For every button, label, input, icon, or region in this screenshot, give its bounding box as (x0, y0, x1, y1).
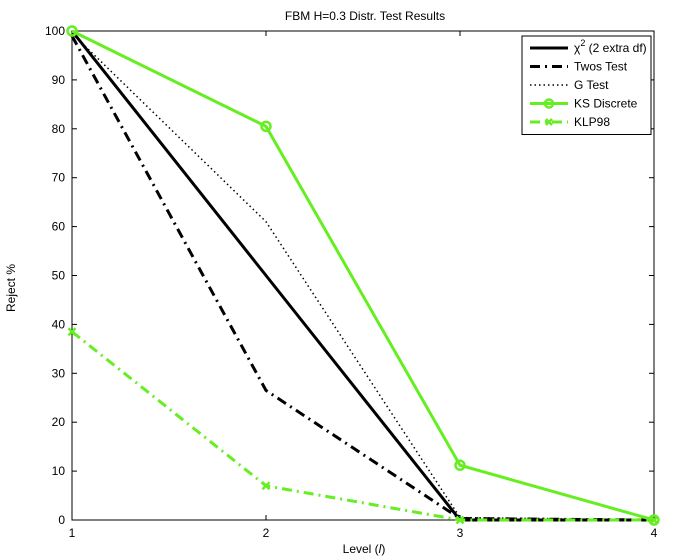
legend-item: KS Discrete (530, 97, 638, 111)
legend-label: KLP98 (574, 115, 610, 129)
series-line (71, 32, 655, 521)
y-tick-label: 60 (52, 220, 66, 234)
data-point (454, 459, 466, 471)
x-tick-label: 3 (457, 526, 464, 540)
y-tick-label: 40 (52, 317, 66, 331)
data-point (67, 327, 77, 337)
legend-marker (545, 118, 553, 126)
chart-title: FBM H=0.3 Distr. Test Results (285, 9, 445, 23)
y-axis-title: Reject % (4, 264, 18, 312)
y-tick-label: 90 (52, 73, 66, 87)
x-tick-label: 4 (651, 526, 658, 540)
series-line (71, 29, 655, 522)
y-tick-label: 70 (52, 171, 66, 185)
data-point (455, 515, 465, 525)
legend-marker (543, 98, 555, 109)
legend-label: KS Discrete (574, 97, 638, 111)
data-point (66, 25, 78, 37)
series-3 (66, 25, 660, 526)
legend-label: χ2 (2 extra df) (574, 38, 647, 55)
x-axis-title: Level (l) (343, 542, 386, 556)
data-point (261, 481, 271, 491)
legend-label: G Test (574, 78, 609, 92)
data-point (260, 120, 272, 133)
series-4 (67, 327, 659, 525)
y-tick-label: 100 (45, 24, 65, 38)
y-tick-label: 10 (52, 464, 66, 478)
series-layer (66, 25, 660, 526)
y-tick-label: 20 (52, 415, 66, 429)
legend-item: χ2 (2 extra df) (530, 38, 647, 55)
y-tick-label: 30 (52, 366, 66, 380)
y-tick-label: 0 (58, 513, 65, 527)
legend-item: KLP98 (530, 115, 610, 129)
legend-item: Twos Test (530, 60, 628, 74)
data-point (648, 514, 660, 526)
y-tick-label: 80 (52, 122, 66, 136)
y-tick-label: 50 (52, 269, 66, 283)
x-tick-label: 1 (69, 526, 76, 540)
legend: χ2 (2 extra df) Twos Test G Test KS Discret… (521, 35, 652, 135)
legend-item: G Test (530, 78, 609, 92)
series-line (71, 330, 654, 522)
legend-label: Twos Test (574, 60, 628, 74)
x-tick-label: 2 (263, 526, 270, 540)
series-2 (71, 32, 655, 521)
data-point (649, 515, 659, 525)
